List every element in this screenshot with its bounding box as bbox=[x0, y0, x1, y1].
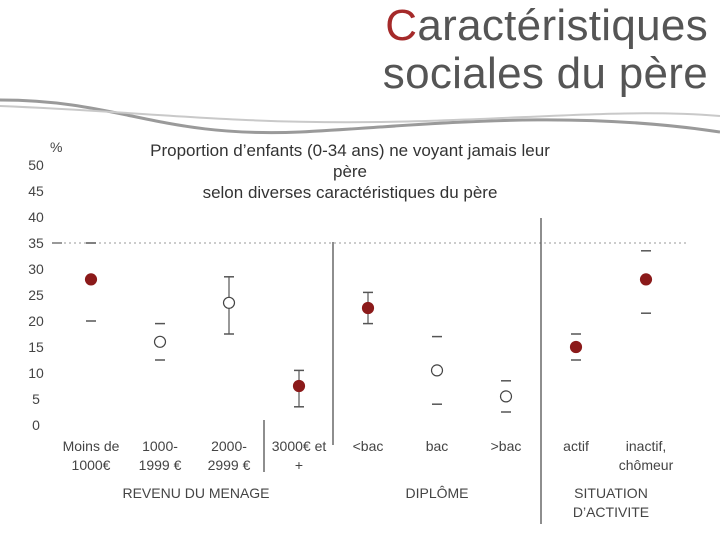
category-label: + bbox=[295, 457, 303, 473]
data-point bbox=[222, 296, 236, 309]
y-tick-label: 50 bbox=[28, 157, 44, 173]
data-point bbox=[361, 301, 375, 315]
y-tick-label: 10 bbox=[28, 365, 44, 381]
chart-title: Proportion d’enfants (0-34 ans) ne voyan… bbox=[130, 140, 570, 203]
data-point bbox=[569, 340, 583, 354]
slide-title-line-1: aractéristiques bbox=[417, 1, 708, 50]
category-label: 1000€ bbox=[72, 457, 111, 473]
chart-title-line: père bbox=[332, 162, 368, 181]
category-label: 3000€ et bbox=[272, 438, 327, 454]
category-label: 2999 € bbox=[208, 457, 251, 473]
group-label: D’ACTIVITE bbox=[573, 504, 649, 520]
y-axis-unit-label: % bbox=[50, 139, 62, 155]
data-point bbox=[639, 273, 653, 286]
slide-title-first-letter: C bbox=[385, 1, 418, 50]
category-label: chômeur bbox=[619, 457, 674, 473]
category-label: bac bbox=[426, 438, 449, 454]
category-label: inactif, bbox=[626, 438, 666, 454]
group-label: DIPLÔME bbox=[405, 485, 468, 501]
category-label: 2000- bbox=[211, 438, 247, 454]
data-point bbox=[153, 335, 167, 348]
chart-title-line: selon diverses caractéristiques du père bbox=[202, 183, 498, 202]
category-label: actif bbox=[563, 438, 589, 454]
y-tick-label: 40 bbox=[28, 209, 44, 225]
y-tick-label: 5 bbox=[32, 391, 40, 407]
data-point bbox=[430, 364, 444, 377]
data-point bbox=[499, 390, 513, 403]
y-tick-label: 0 bbox=[32, 417, 40, 433]
y-tick-label: 35 bbox=[28, 235, 44, 251]
slide-title-line-2: sociales du père bbox=[382, 49, 708, 98]
group-label: SITUATION bbox=[574, 485, 648, 501]
category-label: 1000- bbox=[142, 438, 178, 454]
y-tick-label: 25 bbox=[28, 287, 44, 303]
category-label: >bac bbox=[491, 438, 522, 454]
chart-title-line: Proportion d’enfants (0-34 ans) ne voyan… bbox=[150, 141, 550, 160]
y-tick-label: 20 bbox=[28, 313, 44, 329]
slide-title: Caractéristiques sociales du père bbox=[288, 2, 708, 98]
category-label: 1999 € bbox=[139, 457, 182, 473]
data-point bbox=[292, 379, 306, 393]
category-label: Moins de bbox=[63, 438, 120, 454]
category-label: <bac bbox=[353, 438, 384, 454]
y-tick-label: 30 bbox=[28, 261, 44, 277]
group-label: REVENU DU MENAGE bbox=[122, 485, 269, 501]
y-tick-label: 45 bbox=[28, 183, 44, 199]
data-point bbox=[84, 273, 98, 286]
y-tick-label: 15 bbox=[28, 339, 44, 355]
